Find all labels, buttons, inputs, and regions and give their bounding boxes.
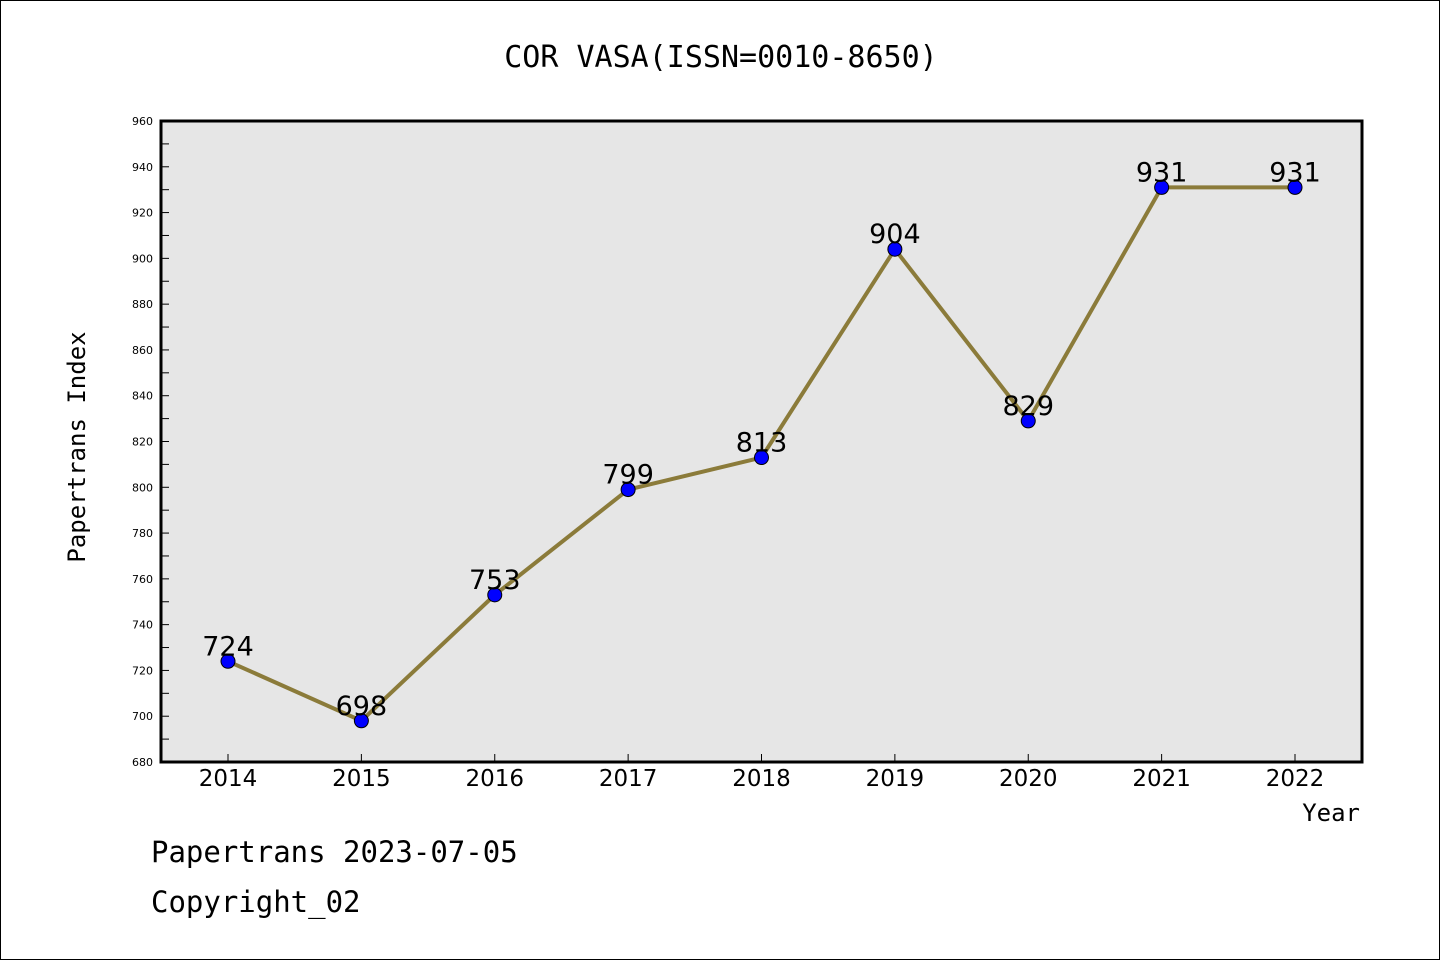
data-point xyxy=(1154,179,1170,195)
plot-border xyxy=(159,119,1364,764)
chart-title: COR VASA(ISSN=0010-8650) xyxy=(504,40,937,75)
y-tick-label: 940 xyxy=(132,161,153,174)
y-tick-label: 760 xyxy=(132,573,153,586)
x-tick-label: 2019 xyxy=(866,766,925,792)
data-label: 813 xyxy=(736,428,788,459)
data-label: 931 xyxy=(1136,157,1188,188)
x-tick-label: 2016 xyxy=(465,766,524,792)
data-label: 724 xyxy=(202,631,254,662)
y-axis-label: Papertrans Index xyxy=(63,331,91,562)
data-label: 698 xyxy=(336,691,388,722)
y-tick-label: 960 xyxy=(132,115,153,128)
x-tick-label: 2022 xyxy=(1266,766,1325,792)
data-point xyxy=(754,450,769,466)
data-point xyxy=(487,587,503,603)
data-label: 931 xyxy=(1269,157,1321,188)
x-axis: 2014 2015 2016 2017 2018 2019 2020 2021 2022 xyxy=(199,754,1325,792)
y-tick-label: 720 xyxy=(132,664,153,677)
y-tick-label: 920 xyxy=(132,207,153,220)
data-label: 904 xyxy=(869,219,921,250)
data-point xyxy=(220,653,236,669)
data-label: 753 xyxy=(469,565,521,596)
y-tick-label: 880 xyxy=(132,298,153,311)
y-tick-label: 680 xyxy=(132,756,153,769)
x-tick-label: 2018 xyxy=(732,766,791,792)
data-point xyxy=(1287,179,1303,195)
data-point xyxy=(620,482,636,498)
footer-copyright: Copyright_02 xyxy=(151,885,361,919)
x-tick-label: 2015 xyxy=(332,766,391,792)
footer-date: Papertrans 2023-07-05 xyxy=(151,835,518,869)
y-tick-label: 780 xyxy=(132,527,153,540)
series-group: 724 698 753 799 813 904 829 931 931 xyxy=(202,157,1321,729)
data-point xyxy=(887,241,903,257)
x-tick-label: 2014 xyxy=(199,766,258,792)
x-tick-label: 2017 xyxy=(599,766,658,792)
y-tick-label: 740 xyxy=(132,619,153,632)
y-axis: 680 700 720 740 760 780 800 820 840 860 880 900 920 9… xyxy=(132,115,169,769)
y-tick-label: 820 xyxy=(132,436,153,449)
data-label: 829 xyxy=(1002,391,1054,422)
data-point xyxy=(353,713,369,729)
x-axis-label: Year xyxy=(1302,799,1360,827)
y-tick-label: 840 xyxy=(132,390,153,403)
y-tick-label: 900 xyxy=(132,252,153,265)
y-tick-label: 860 xyxy=(132,344,153,357)
y-tick-label: 800 xyxy=(132,481,153,494)
y-tick-label: 700 xyxy=(132,710,153,723)
x-tick-label: 2021 xyxy=(1132,766,1191,792)
x-tick-label: 2020 xyxy=(999,766,1058,792)
data-label: 799 xyxy=(602,460,654,491)
plot-area xyxy=(161,121,1362,762)
data-point xyxy=(1020,413,1036,429)
